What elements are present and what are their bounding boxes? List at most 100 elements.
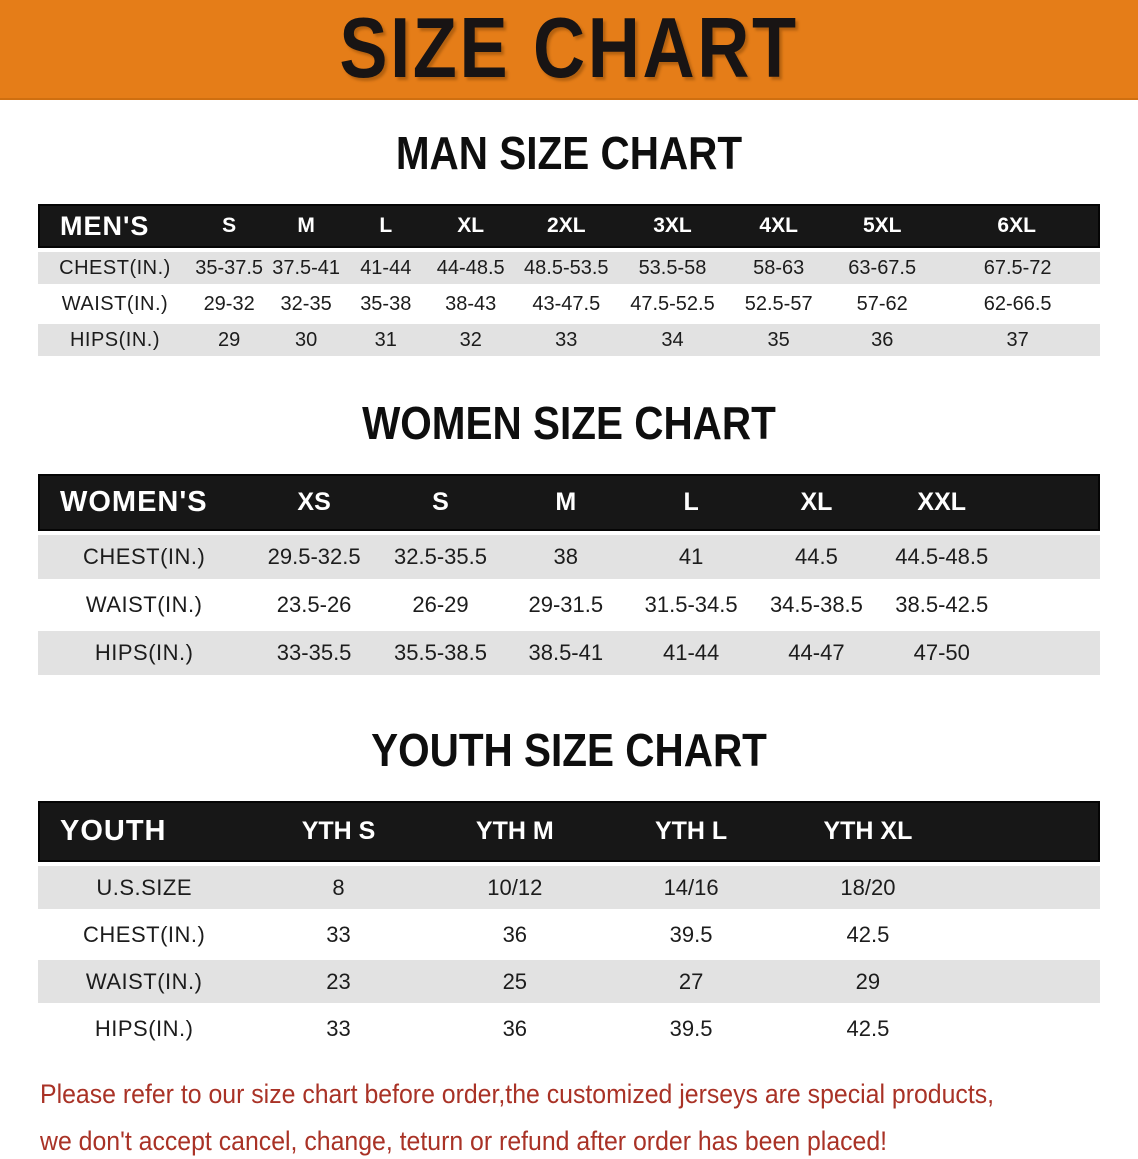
size-value: 29.5-32.5 [250, 535, 378, 579]
size-value: 33 [515, 324, 617, 356]
size-value: 38.5-42.5 [879, 583, 1005, 627]
size-column-header: YTH XL [779, 801, 957, 862]
spacer-cell [1004, 474, 1100, 531]
size-value: 41-44 [628, 631, 754, 675]
size-value: 37.5-41 [266, 252, 346, 284]
size-value: 23.5-26 [250, 583, 378, 627]
size-value: 31.5-34.5 [628, 583, 754, 627]
size-value: 41-44 [345, 252, 426, 284]
size-value: 29 [779, 960, 957, 1003]
row-label: WAIST(IN.) [38, 960, 251, 1003]
size-column-header: YTH L [602, 801, 780, 862]
page-title: SIZE CHART [339, 1, 799, 96]
row-label: WAIST(IN.) [38, 583, 251, 627]
size-value: 36 [426, 1007, 603, 1050]
size-value: 33 [250, 913, 427, 956]
size-value: 23 [250, 960, 427, 1003]
size-value: 39.5 [602, 913, 780, 956]
measurement-row: WAIST(IN.) 23 25 27 29 [38, 960, 1100, 1003]
row-label: HIPS(IN.) [38, 324, 192, 356]
size-value: 38-43 [425, 288, 516, 320]
measurement-row: CHEST(IN.) 29.5-32.5 32.5-35.5 38 41 44.5 44.5… [38, 535, 1100, 579]
table-header-row: WOMEN'S XS S M L XL XXL [38, 474, 1100, 531]
size-column-header: 4XL [728, 204, 830, 248]
size-value: 35.5-38.5 [377, 631, 504, 675]
size-value: 47-50 [879, 631, 1005, 675]
size-value: 38 [503, 535, 629, 579]
size-value: 18/20 [779, 866, 957, 909]
size-column-header: 2XL [515, 204, 617, 248]
size-column-header: XL [425, 204, 516, 248]
size-value: 36 [426, 913, 603, 956]
measurement-row: CHEST(IN.) 35-37.5 37.5-41 41-44 44-48.5 48.5… [38, 252, 1100, 284]
size-value: 63-67.5 [829, 252, 936, 284]
size-value: 44-47 [753, 631, 880, 675]
measurement-row: U.S.SIZE 8 10/12 14/16 18/20 [38, 866, 1100, 909]
measurement-row: WAIST(IN.) 29-32 32-35 35-38 38-43 43-47.5 47.… [38, 288, 1100, 320]
size-column-header: 5XL [829, 204, 936, 248]
size-column-header: XXL [879, 474, 1005, 531]
disclaimer-note: Please refer to our size chart before or… [40, 1076, 1050, 1159]
youth-size-chart-section: YOUTH SIZE CHART YOUTH YTH S YTH M YTH L YTH… [0, 723, 1138, 1054]
size-value: 37 [935, 324, 1100, 356]
size-value: 33-35.5 [250, 631, 378, 675]
row-label: HIPS(IN.) [38, 631, 251, 675]
spacer-cell [956, 913, 1100, 956]
size-value: 53.5-58 [616, 252, 729, 284]
women-size-table: WOMEN'S XS S M L XL XXL CHEST(IN.) 29.5-32.5 32.5… [38, 470, 1100, 679]
size-value: 42.5 [779, 1007, 957, 1050]
size-value: 32-35 [266, 288, 346, 320]
size-column-header: M [266, 204, 346, 248]
men-size-chart-section: MAN SIZE CHART MEN'S S M L XL 2XL 3XL 4XL 5XL 6XL… [0, 126, 1138, 360]
table-header-row: YOUTH YTH S YTH M YTH L YTH XL [38, 801, 1100, 862]
size-value: 29-31.5 [503, 583, 629, 627]
size-value: 48.5-53.5 [515, 252, 617, 284]
size-value: 8 [250, 866, 427, 909]
size-value: 58-63 [728, 252, 830, 284]
size-column-header: XS [250, 474, 378, 531]
women-size-chart-section: WOMEN SIZE CHART WOMEN'S XS S M L XL XXL CHEST(… [0, 396, 1138, 679]
row-label: HIPS(IN.) [38, 1007, 251, 1050]
size-value: 35-38 [345, 288, 426, 320]
spacer-cell [956, 801, 1100, 862]
disclaimer-line-2: we don't accept cancel, change, teturn o… [40, 1126, 888, 1156]
title-banner: SIZE CHART [0, 0, 1138, 100]
size-value: 39.5 [602, 1007, 780, 1050]
size-column-header: YTH M [426, 801, 603, 862]
size-value: 26-29 [377, 583, 504, 627]
spacer-cell [1004, 631, 1100, 675]
size-column-header: M [503, 474, 629, 531]
size-value: 27 [602, 960, 780, 1003]
size-value: 35 [728, 324, 830, 356]
size-value: 41 [628, 535, 754, 579]
men-section-heading: MAN SIZE CHART [395, 127, 743, 179]
size-column-header: 3XL [616, 204, 729, 248]
measurement-row: HIPS(IN.) 33-35.5 35.5-38.5 38.5-41 41-44 44-… [38, 631, 1100, 675]
spacer-cell [1004, 535, 1100, 579]
spacer-cell [1004, 583, 1100, 627]
men-size-table: MEN'S S M L XL 2XL 3XL 4XL 5XL 6XL CHEST(IN.) 35-37… [38, 200, 1100, 360]
size-value: 34 [616, 324, 729, 356]
measurement-row: CHEST(IN.) 33 36 39.5 42.5 [38, 913, 1100, 956]
size-value: 32 [425, 324, 516, 356]
size-column-header: S [191, 204, 267, 248]
size-column-header: YTH S [250, 801, 427, 862]
size-value: 36 [829, 324, 936, 356]
size-value: 44-48.5 [425, 252, 516, 284]
size-value: 67.5-72 [935, 252, 1100, 284]
row-label: WAIST(IN.) [38, 288, 192, 320]
size-column-header: 6XL [935, 204, 1100, 248]
youth-section-heading: YOUTH SIZE CHART [371, 724, 767, 776]
table-title-cell: YOUTH [38, 801, 251, 862]
table-title-cell: MEN'S [38, 204, 192, 248]
size-value: 43-47.5 [515, 288, 617, 320]
size-value: 57-62 [829, 288, 936, 320]
row-label: CHEST(IN.) [38, 913, 251, 956]
row-label: CHEST(IN.) [38, 252, 192, 284]
disclaimer-line-1: Please refer to our size chart before or… [40, 1079, 995, 1109]
size-value: 31 [345, 324, 426, 356]
size-value: 38.5-41 [503, 631, 629, 675]
size-column-header: L [345, 204, 426, 248]
size-value: 34.5-38.5 [753, 583, 880, 627]
